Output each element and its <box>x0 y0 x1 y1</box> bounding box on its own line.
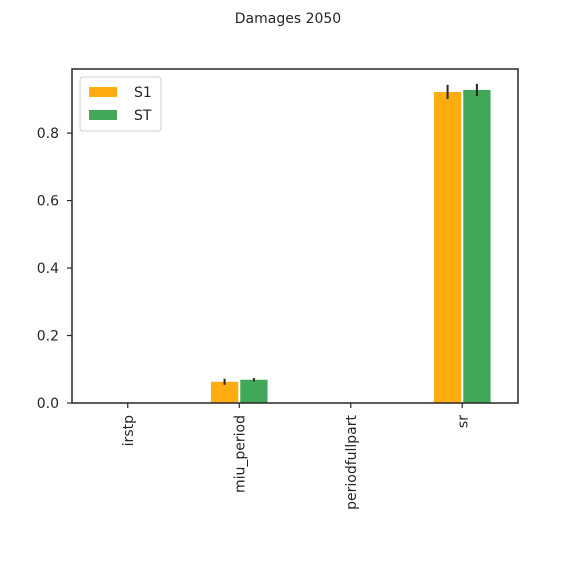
legend-label-s1: S1 <box>134 85 152 101</box>
y-tick-label: 0.2 <box>37 329 59 345</box>
legend-label-st: ST <box>134 108 152 124</box>
bar-st-sr <box>463 89 491 404</box>
y-tick-label: 0.6 <box>37 194 59 210</box>
x-tick-label-periodfullpart: periodfullpart <box>344 414 360 509</box>
bar-s1-miu_period <box>210 381 239 403</box>
plot-frame <box>71 68 519 404</box>
x-tick-label-sr: sr <box>455 415 471 428</box>
y-tick-label: 0.8 <box>37 126 59 142</box>
bar-st-miu_period <box>240 379 268 403</box>
y-tick-label: 0.0 <box>37 396 59 412</box>
x-axis: irstp miu_period periodfullpart sr <box>121 403 471 510</box>
bar-s1-sr <box>433 91 462 403</box>
x-tick-label-miu_period: miu_period <box>232 415 248 493</box>
x-tick-label-irstp: irstp <box>121 415 137 446</box>
chart-title: Damages 2050 <box>235 11 341 27</box>
legend-swatch-st <box>89 110 117 120</box>
y-tick-label: 0.4 <box>37 261 59 277</box>
legend-swatch-s1 <box>89 87 117 97</box>
bars-layer <box>210 89 491 404</box>
error-bars-layer <box>223 83 478 385</box>
y-axis: 0.0 0.2 0.4 0.6 0.8 <box>37 126 72 412</box>
legend: S1 ST <box>79 76 162 132</box>
